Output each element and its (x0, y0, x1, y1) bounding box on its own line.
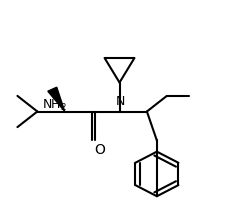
Text: O: O (95, 143, 106, 157)
Text: N: N (116, 95, 125, 108)
Text: NH$_2$: NH$_2$ (42, 98, 67, 113)
Polygon shape (48, 87, 65, 112)
